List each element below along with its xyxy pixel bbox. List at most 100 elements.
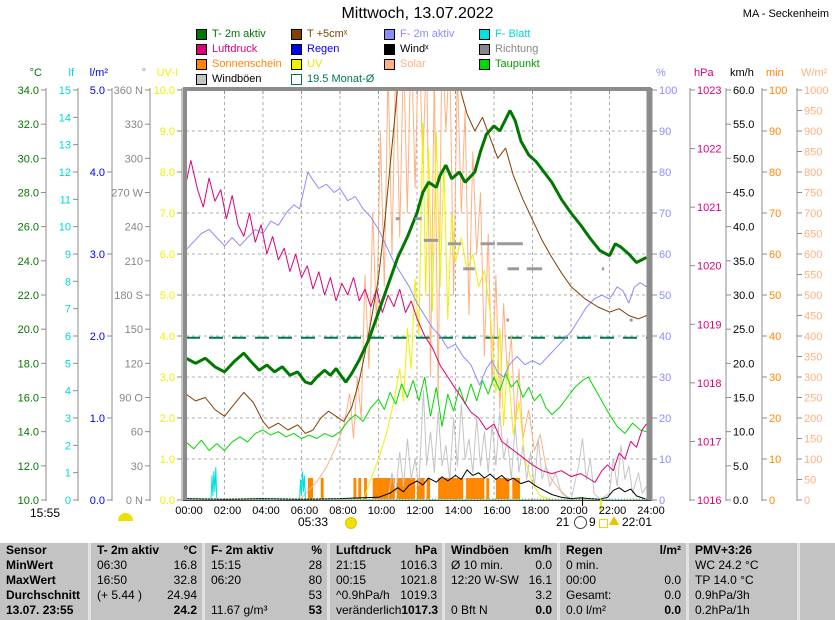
stats-table: Sensor MinWert MaxWert Durchschnitt 13.07. 2… xyxy=(0,543,835,620)
stats-column-3: Luftdruck hPa 21:15 1016.3 00:15 1021.8 ^0.9hP… xyxy=(327,543,442,620)
stats-cell: 0.2hPa/1h xyxy=(689,603,797,618)
legend-item-t-5cm-[interactable]: T +5cmˣ xyxy=(291,28,347,40)
axis-tick-label: 15 xyxy=(59,85,71,97)
axis-tick-label: 180 S xyxy=(114,290,143,302)
legend-item-sonnenschein[interactable]: Sonnenschein xyxy=(196,58,282,70)
stats-cell-left: 00:15 xyxy=(336,573,367,587)
axis-tick-label: 12 xyxy=(59,167,71,179)
stats-cell: 16:50 32.8 xyxy=(91,573,202,588)
stats-cell: 0 Bft N 0.0 xyxy=(445,603,557,618)
axis-tick-label: 5.0 xyxy=(733,461,748,473)
stats-cell-value: 80 xyxy=(308,573,322,587)
stats-column-7 xyxy=(797,543,832,620)
stats-cell: 0 min. xyxy=(560,558,686,573)
stats-cell: Regen l/m² xyxy=(560,543,686,558)
axis-tick-label: 250 xyxy=(804,393,822,405)
axis-tick-label: 24.0 xyxy=(18,256,39,268)
legend-swatch xyxy=(291,43,302,55)
legend-item-uv[interactable]: UV xyxy=(291,58,322,70)
legend-item-f-2m-aktiv[interactable]: F- 2m aktiv xyxy=(384,28,454,40)
x-tick-label: 14:00 xyxy=(445,505,473,517)
stats-column-1: T- 2m aktiv °C 06:30 16.8 16:50 32.8 (+ 5.44 )… xyxy=(88,543,202,620)
axis-tick-label: 2.0 xyxy=(160,413,175,425)
legend-item-windb-en[interactable]: Windböen xyxy=(196,73,262,85)
legend-item-taupunkt[interactable]: Taupunkt xyxy=(479,58,540,70)
axis-tick-label: 0 xyxy=(65,495,71,507)
axis-tick-label: 10 xyxy=(769,454,781,466)
stats-cell: PMV+3:26 xyxy=(689,543,797,558)
series-wind xyxy=(186,469,647,500)
axis-tick-label: 850 xyxy=(804,147,822,159)
stats-cell-value: 24.94 xyxy=(166,588,197,602)
axis-tick-label: 5.0 xyxy=(160,290,175,302)
axis-tick-label: 30 xyxy=(659,372,671,384)
stats-cell-left: 21:15 xyxy=(336,558,367,572)
stats-cell: 13.07. 23:55 xyxy=(0,603,88,618)
axis-tick-label: 270 W xyxy=(111,188,143,200)
legend-item-19-5-monat-[interactable]: 19.5 Monat-Ø xyxy=(291,73,374,85)
stats-cell: 11.67 g/m³ 53 xyxy=(205,603,327,618)
axis-tick-label: 22.0 xyxy=(18,290,39,302)
stats-cell-left: Ø 10 min. xyxy=(451,558,504,572)
axis-tick-label: 0.0 xyxy=(733,495,748,507)
legend-item-luftdruck[interactable]: Luftdruck xyxy=(196,43,257,55)
legend-item-regen[interactable]: Regen xyxy=(291,43,339,55)
legend-item-wind-[interactable]: Windˣ xyxy=(384,43,429,55)
series-solar xyxy=(186,87,647,501)
axis-tick-label: 20.0 xyxy=(733,358,754,370)
stats-cell-left: T- 2m aktiv xyxy=(97,543,160,557)
legend-item-f-blatt[interactable]: F- Blatt xyxy=(479,28,530,40)
stats-cell-left: 0.2hPa/1h xyxy=(695,603,750,617)
stats-column-4: Windböen km/h Ø 10 min. 0.0 12:20 W-SW 16.1 3.… xyxy=(442,543,557,620)
axis-tick-label: 150 xyxy=(125,324,143,336)
axis-wind-speed: 60.0 55.0 50.0 45.0 40.0 35.0 30.0 25.0 20.0 15.0… xyxy=(725,67,754,507)
axis-tick-label: 12.0 xyxy=(18,461,39,473)
axis-tick-label: 9.0 xyxy=(160,126,175,138)
stats-cell-left: ^0.9hPa/h xyxy=(336,588,390,602)
stats-cell: veränderlich 1017.3 xyxy=(330,603,442,618)
legend-item-t-2m-aktiv[interactable]: T- 2m aktiv xyxy=(196,28,266,40)
x-tick-label: 00:00 xyxy=(175,505,203,517)
axis-tick-label: 0 N xyxy=(126,495,143,507)
stats-cell-value: 0.0 xyxy=(664,573,681,587)
axis-tick-label: 50 xyxy=(659,290,671,302)
series-dew-point xyxy=(186,373,647,451)
stats-cell-value: 0.0 xyxy=(535,603,552,617)
stats-cell-left: WC 24.2 °C xyxy=(695,558,759,572)
axis-tick-label: 5 xyxy=(65,358,71,370)
axis-tick-label: 0.0 xyxy=(160,495,175,507)
axis-tick-label: 40 xyxy=(659,331,671,343)
axis-tick-label: 3.0 xyxy=(160,372,175,384)
axis-tick-label: 200 xyxy=(804,413,822,425)
axis-pressure: 1023 1022 1021 1020 1019 1018 1017 1016 hPa xyxy=(689,67,721,507)
weather-chart[interactable]: 34.032.030.028.026.024.022.020.018.016.0… xyxy=(0,0,835,543)
stats-cell-value: l/m² xyxy=(659,543,681,557)
stats-cell-left: 16:50 xyxy=(97,573,128,587)
stats-cell-value: 24.2 xyxy=(173,603,197,617)
axis-tick-label: 25.0 xyxy=(733,324,754,336)
series-uv xyxy=(186,122,647,501)
axis-tick-label: 150 xyxy=(804,434,822,446)
stats-cell-value: 0.0 xyxy=(664,603,681,617)
stats-cell: T- 2m aktiv °C xyxy=(91,543,202,558)
axis-tick-label: 15.0 xyxy=(733,393,754,405)
stats-cell-value: 1021.8 xyxy=(400,573,437,587)
axis-tick-label: 0 xyxy=(659,495,665,507)
legend-item-solar[interactable]: Solar xyxy=(384,58,426,70)
axis-tick-label: 35.0 xyxy=(733,256,754,268)
axis-tick-label: 1.0 xyxy=(160,454,175,466)
stats-cell-left: 12:20 W-SW xyxy=(451,573,519,587)
axis-header: W/m² xyxy=(801,67,828,79)
stats-cell: 06:20 80 xyxy=(205,573,327,588)
axis-tick-label: 55.0 xyxy=(733,119,754,131)
stats-cell-value: 53 xyxy=(308,588,322,602)
stats-cell xyxy=(800,558,832,573)
legend-item-richtung[interactable]: Richtung xyxy=(479,43,538,55)
stats-cell-value: 53 xyxy=(308,603,322,617)
stats-cell-left: Luftdruck xyxy=(336,543,392,557)
stats-cell-value: % xyxy=(311,543,322,557)
axis-tick-label: 13 xyxy=(59,140,71,152)
stats-cell-value: 32.8 xyxy=(173,573,197,587)
